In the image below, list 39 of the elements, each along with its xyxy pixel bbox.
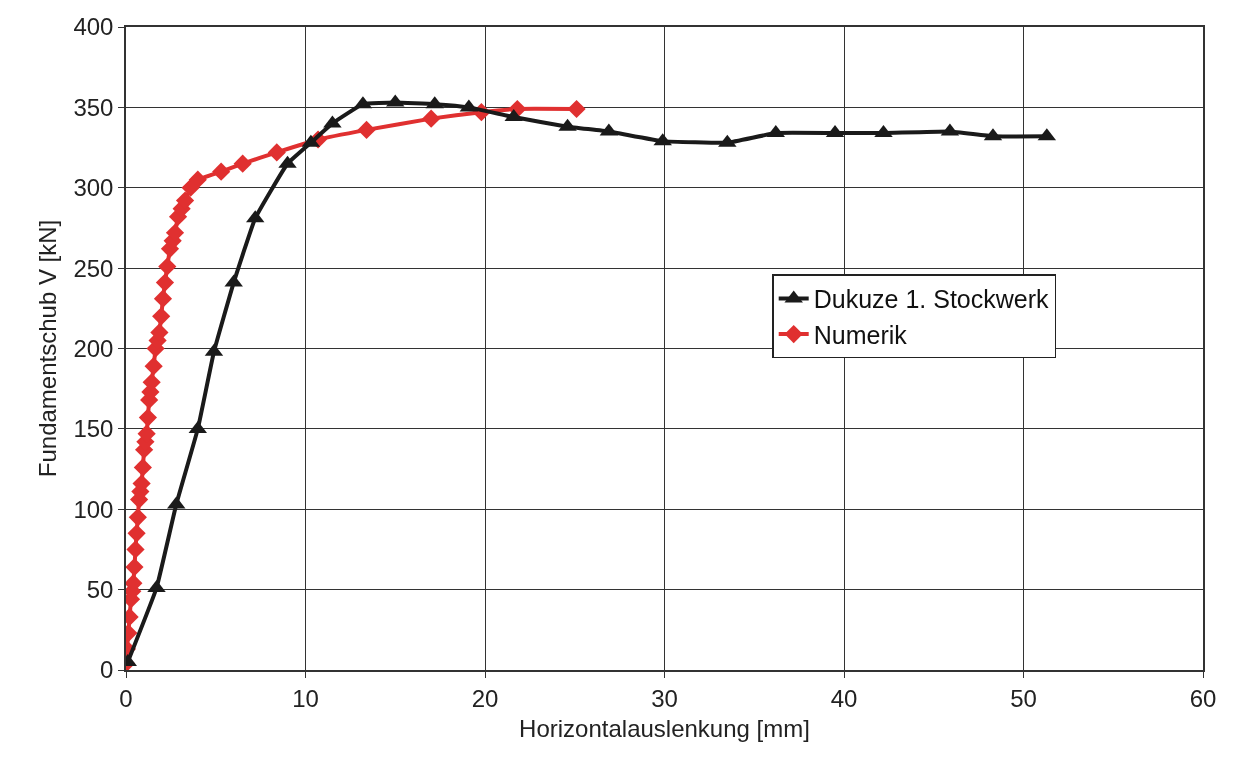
point: [158, 257, 177, 276]
point: [155, 273, 175, 292]
x-tick-label: 40: [830, 684, 858, 712]
x-axis-title: Horizontalauslenkung [mm]: [519, 715, 810, 743]
x-tick-label: 10: [292, 684, 319, 712]
point: [126, 540, 145, 559]
point: [357, 120, 376, 139]
point: [422, 109, 441, 128]
point: [133, 458, 152, 477]
legend-label: Numerik: [813, 320, 908, 349]
y-tick-label: 200: [73, 334, 114, 362]
point: [188, 170, 207, 189]
point: [152, 307, 171, 326]
y-tick-label: 350: [73, 93, 114, 121]
y-tick-label: 300: [73, 174, 114, 202]
point: [153, 289, 173, 308]
y-tick-label: 400: [73, 13, 114, 41]
point: [212, 162, 231, 181]
x-tick-label: 0: [119, 684, 133, 712]
point: [144, 357, 163, 376]
y-tick-label: 150: [73, 415, 114, 443]
y-tick-label: 50: [86, 576, 114, 604]
point: [138, 408, 157, 427]
x-tick-label: 20: [471, 684, 499, 712]
legend-label: Dukuze 1. Stockwerk: [813, 285, 1050, 314]
x-tick-label: 50: [1010, 684, 1037, 712]
y-axis-title: Fundamentschub V [kN]: [34, 219, 61, 478]
point: [267, 143, 286, 162]
point: [175, 191, 195, 210]
point: [126, 558, 144, 577]
point: [127, 524, 146, 543]
point: [233, 154, 252, 173]
point: [128, 508, 147, 527]
x-tick-label: 30: [651, 684, 678, 712]
point: [567, 99, 586, 119]
y-tick-label: 0: [100, 656, 114, 684]
y-tick-label: 250: [73, 254, 114, 282]
x-tick-label: 60: [1189, 684, 1217, 712]
y-tick-label: 100: [73, 495, 114, 523]
